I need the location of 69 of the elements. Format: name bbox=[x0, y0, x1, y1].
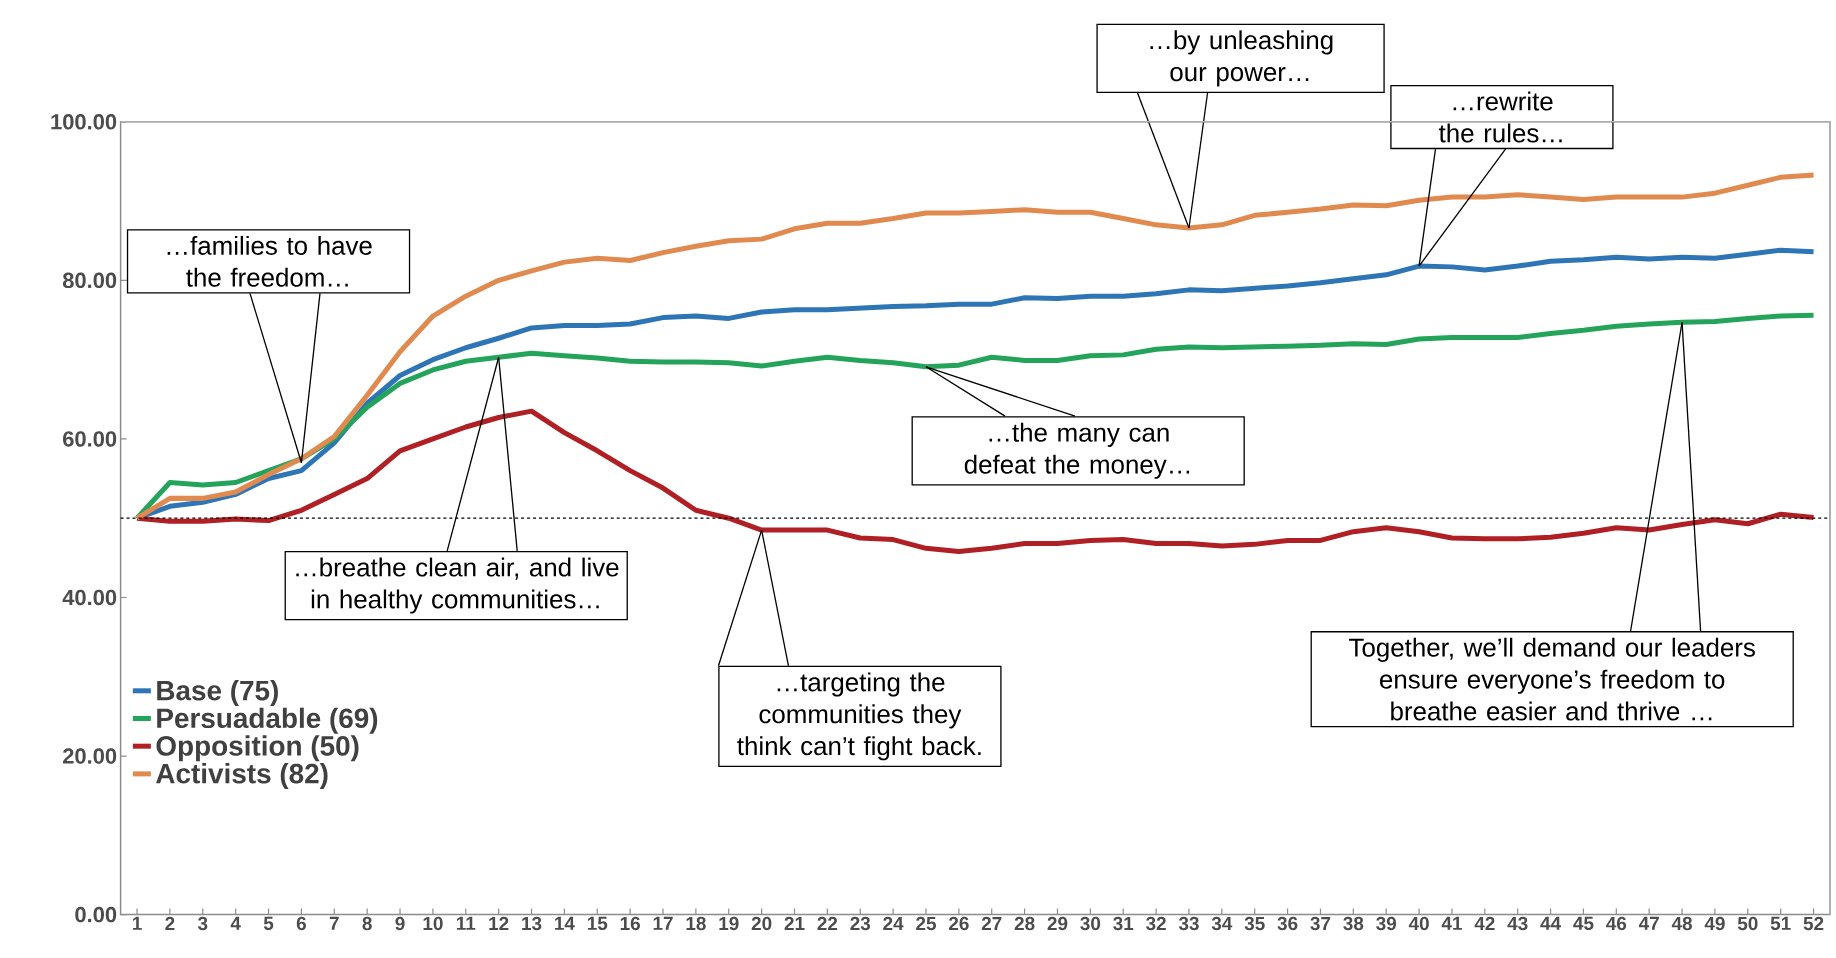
x-tick-label: 46 bbox=[1606, 916, 1627, 931]
x-tick-label: 23 bbox=[850, 916, 871, 931]
legend-label: Base (75) bbox=[157, 679, 278, 706]
x-tick-label: 44 bbox=[1540, 916, 1561, 930]
x-tick-label: 4 bbox=[230, 916, 241, 930]
x-tick-label: 27 bbox=[981, 916, 1002, 931]
y-tick-label: 100.00 bbox=[51, 114, 117, 130]
x-tick-label: 36 bbox=[1277, 916, 1298, 931]
annotation: …the many can defeat the money… bbox=[964, 422, 1190, 479]
x-tick-label: 49 bbox=[1704, 916, 1725, 931]
annotation: Together, we’ll demand our leaders ensure everyone’s freedom to breathe easier and thrive … bbox=[1349, 637, 1755, 721]
x-tick-label: 7 bbox=[329, 916, 339, 930]
x-tick-label: 24 bbox=[883, 916, 904, 931]
x-tick-label: 16 bbox=[620, 916, 640, 931]
x-tick-label: 6 bbox=[296, 916, 306, 931]
x-tick-label: 26 bbox=[948, 916, 969, 931]
x-tick-label: 38 bbox=[1343, 916, 1364, 931]
x-tick-label: 50 bbox=[1737, 916, 1758, 931]
x-tick-label: 5 bbox=[263, 916, 274, 931]
x-tick-label: 14 bbox=[555, 916, 575, 930]
x-tick-label: 13 bbox=[522, 916, 542, 931]
x-tick-label: 48 bbox=[1671, 916, 1692, 931]
x-tick-label: 47 bbox=[1638, 916, 1659, 930]
x-tick-label: 34 bbox=[1211, 916, 1233, 931]
x-tick-label: 31 bbox=[1113, 916, 1134, 931]
x-tick-label: 8 bbox=[362, 916, 372, 931]
legend-label: Persuadable (69) bbox=[157, 707, 378, 734]
annotation: …families to have the freedom… bbox=[167, 235, 372, 287]
x-tick-label: 3 bbox=[197, 916, 208, 931]
x-tick-label: 35 bbox=[1244, 916, 1265, 931]
x-tick-label: 42 bbox=[1474, 916, 1495, 931]
x-tick-label: 18 bbox=[686, 916, 706, 931]
x-tick-label: 25 bbox=[916, 916, 936, 931]
legend-label: Activists (82) bbox=[156, 763, 328, 790]
x-tick-label: 37 bbox=[1310, 916, 1331, 931]
legend-label: Opposition (50) bbox=[156, 735, 359, 762]
x-tick-label: 45 bbox=[1573, 916, 1594, 931]
x-tick-label: 29 bbox=[1047, 916, 1068, 931]
x-tick-label: 2 bbox=[165, 916, 175, 931]
x-tick-label: 43 bbox=[1507, 916, 1528, 931]
x-tick-label: 39 bbox=[1376, 916, 1397, 931]
x-tick-label: 1 bbox=[132, 916, 142, 930]
x-tick-label: 15 bbox=[587, 916, 608, 931]
annotation: …breathe clean air, and live in healthy communities… bbox=[296, 557, 619, 614]
x-tick-label: 20 bbox=[751, 916, 772, 931]
x-tick-label: 11 bbox=[456, 916, 476, 930]
x-tick-label: 41 bbox=[1441, 916, 1462, 930]
x-tick-label: 10 bbox=[423, 916, 443, 931]
annotation: …by unleashing our power… bbox=[1150, 30, 1333, 87]
annotation: …rewrite the rules… bbox=[1438, 91, 1562, 143]
x-tick-label: 21 bbox=[784, 916, 805, 931]
x-tick-label: 52 bbox=[1803, 916, 1824, 931]
x-tick-label: 51 bbox=[1770, 916, 1791, 931]
annotation: …targeting the communities they think can’t fight back. bbox=[737, 672, 981, 761]
x-tick-label: 40 bbox=[1408, 916, 1429, 931]
x-tick-label: 22 bbox=[817, 916, 838, 931]
x-tick-label: 30 bbox=[1080, 916, 1101, 931]
y-tick-label: 60.00 bbox=[63, 431, 117, 447]
y-tick-label: 0.00 bbox=[75, 906, 117, 923]
y-tick-label: 40.00 bbox=[62, 589, 117, 606]
x-tick-label: 9 bbox=[395, 916, 405, 931]
y-tick-label: 80.00 bbox=[62, 272, 117, 289]
x-tick-label: 12 bbox=[489, 916, 509, 931]
x-tick-label: 32 bbox=[1146, 916, 1166, 931]
x-tick-label: 33 bbox=[1178, 916, 1199, 931]
x-tick-label: 17 bbox=[653, 916, 673, 930]
x-tick-label: 28 bbox=[1014, 916, 1035, 931]
x-tick-label: 19 bbox=[719, 916, 739, 931]
y-tick-label: 20.00 bbox=[63, 748, 117, 764]
